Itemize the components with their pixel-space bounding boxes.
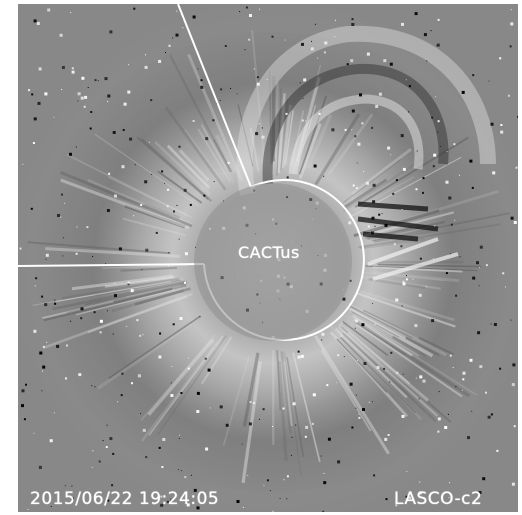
coronagraph-scene — [18, 4, 518, 512]
coronagraph-image: CACTus 2015/06/22 19:24:05 LASCO-c2 — [18, 4, 518, 512]
cme-loop-structure — [236, 25, 496, 281]
occulter-disk — [194, 183, 352, 341]
timestamp: 2015/06/22 19:24:05 — [30, 489, 220, 509]
coronal-streaks — [27, 30, 511, 484]
instrument-label: LASCO-c2 — [394, 489, 483, 509]
center-label: CACTus — [238, 243, 300, 262]
